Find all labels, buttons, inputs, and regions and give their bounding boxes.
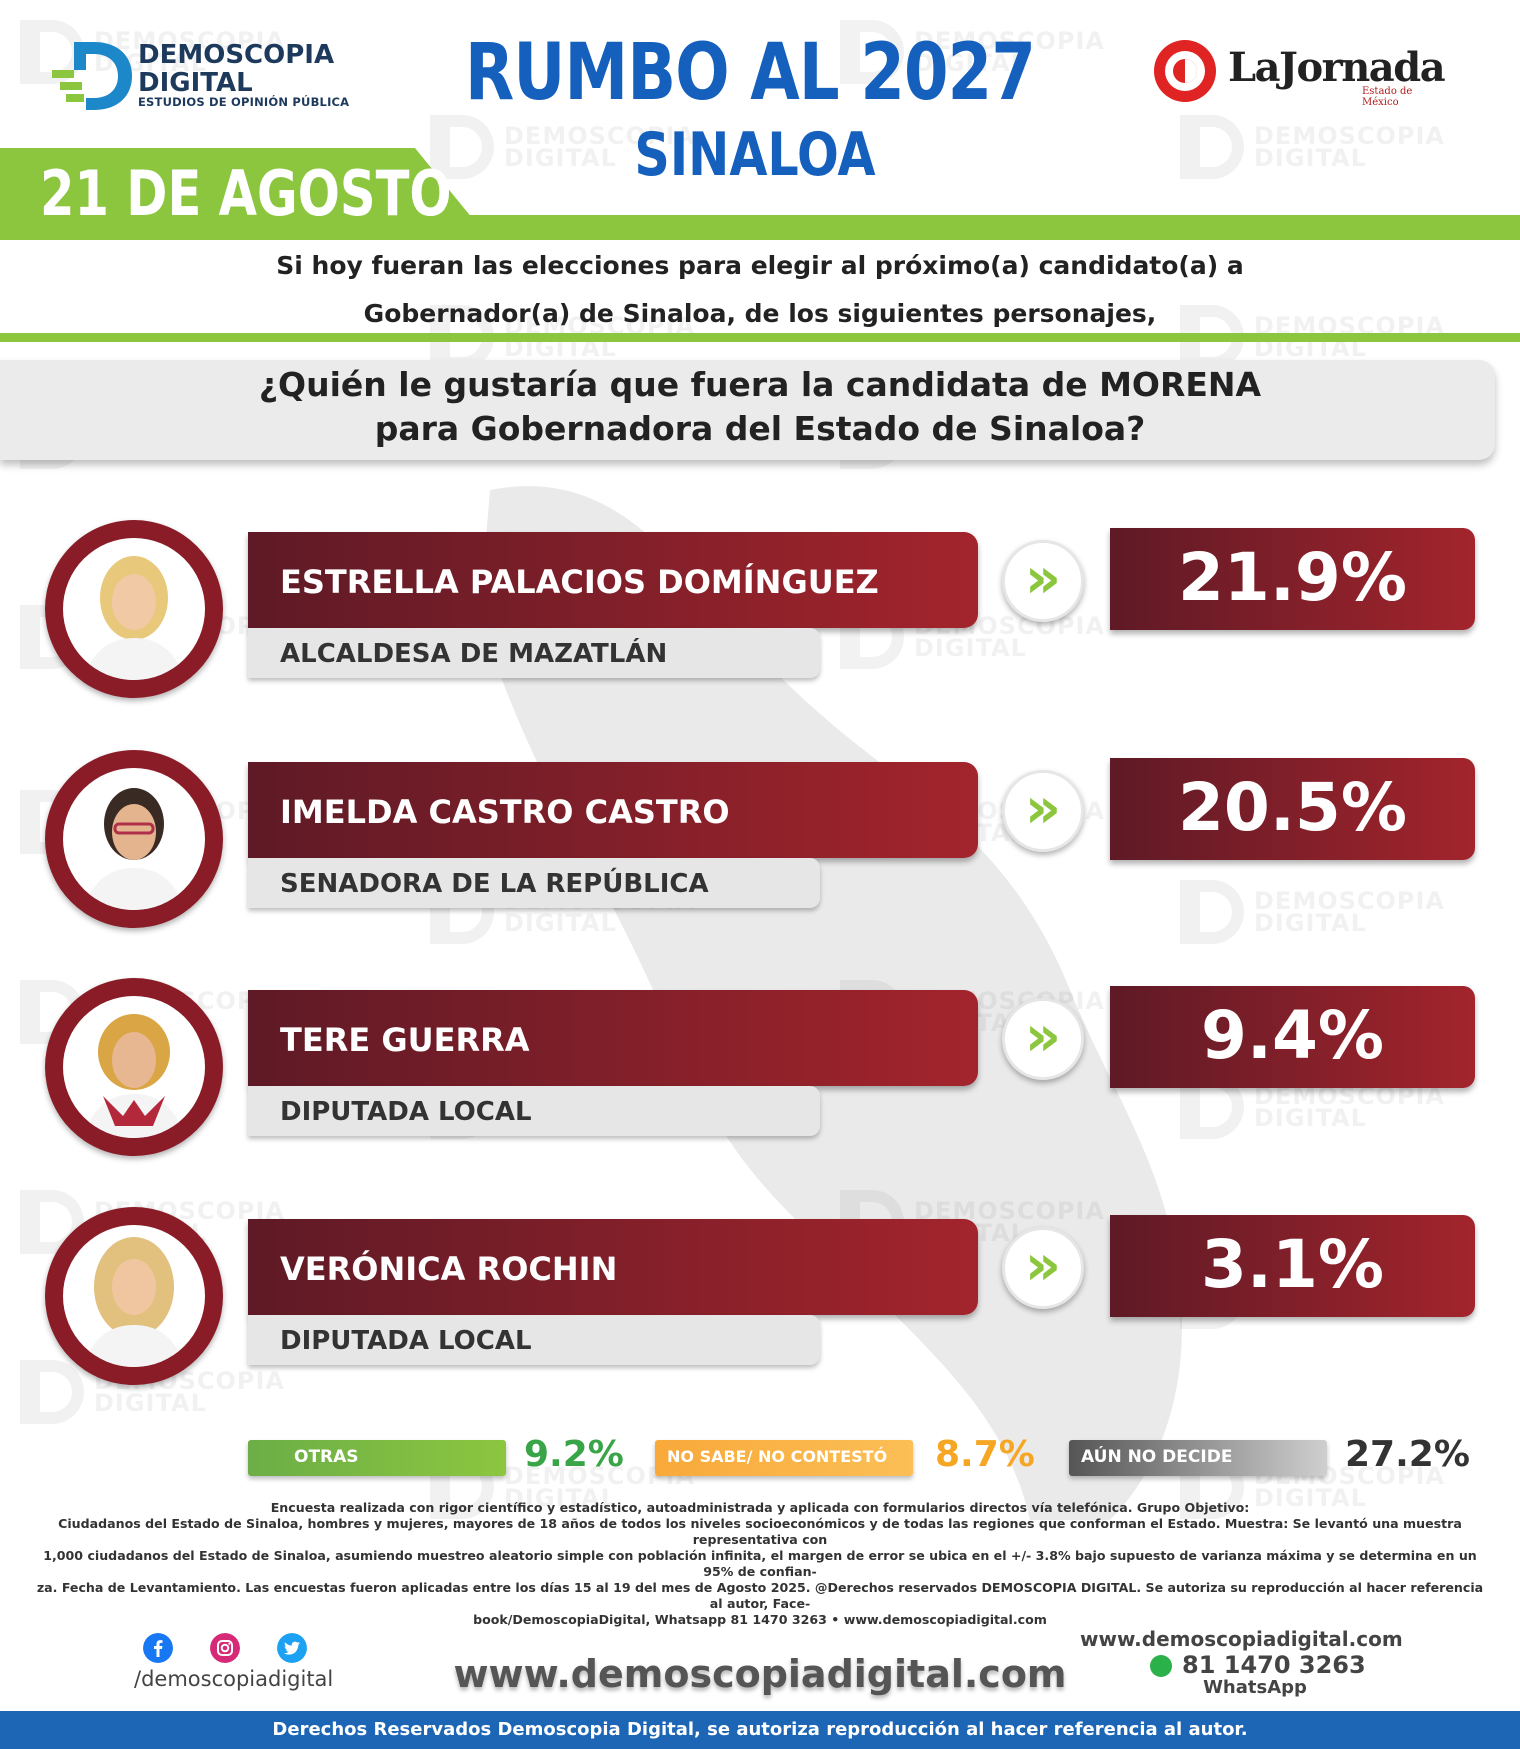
candidate-name: ESTRELLA PALACIOS DOMÍNGUEZ — [280, 563, 879, 601]
methodology-line: za. Fecha de Levantamiento. Las encuesta… — [36, 1580, 1484, 1611]
social-handle[interactable]: /demoscopiadigital — [134, 1667, 334, 1691]
candidate-photo — [63, 996, 205, 1138]
candidate-photo-frame — [45, 1207, 223, 1385]
candidate-role-bar: DIPUTADA LOCAL — [248, 1086, 820, 1136]
no-sabe-bar: NO SABE/ NO CONTESTÓ — [655, 1440, 913, 1476]
methodology-line: 1,000 ciudadanos del Estado de Sinaloa, … — [43, 1548, 1477, 1579]
candidate-role-bar: SENADORA DE LA REPÚBLICA — [248, 858, 820, 908]
date-tab — [0, 148, 490, 240]
candidate-pct: 21.9% — [1178, 539, 1407, 616]
candidate-name-bar: ESTRELLA PALACIOS DOMÍNGUEZ — [248, 532, 978, 628]
methodology-line: Encuesta realizada con rigor científico … — [270, 1500, 1250, 1515]
person-portrait-icon — [83, 788, 185, 910]
candidate-pct-bar: 9.4% — [1110, 986, 1475, 1088]
website-link[interactable]: www.demoscopiadigital.com — [453, 1652, 1067, 1696]
candidate-role: DIPUTADA LOCAL — [280, 1326, 532, 1356]
brand-line2: DIGITAL — [138, 68, 253, 98]
candidate-name: VERÓNICA ROCHIN — [280, 1250, 618, 1288]
aun-no-decide-label: AÚN NO DECIDE — [1081, 1447, 1233, 1467]
la-jornada-wordmark: LaJornada — [1228, 44, 1446, 91]
question-box — [0, 360, 1495, 460]
others-label: OTRAS — [294, 1447, 359, 1467]
phone-number[interactable]: 81 1470 3263 — [1182, 1651, 1366, 1679]
others-bar: OTRAS — [248, 1440, 506, 1476]
candidate-role: SENADORA DE LA REPÚBLICA — [280, 869, 709, 899]
no-sabe-value: 8.7% — [935, 1434, 1035, 1475]
candidate-role-bar: DIPUTADA LOCAL — [248, 1315, 820, 1365]
whatsapp-label: WhatsApp — [1203, 1677, 1307, 1698]
survey-date: 21 DE AGOSTO — [40, 157, 452, 230]
candidate-role-bar: ALCALDESA DE MAZATLÁN — [248, 628, 820, 678]
sun-logo-icon — [1154, 40, 1216, 102]
candidate-photo — [63, 538, 205, 680]
instagram-icon[interactable] — [210, 1633, 240, 1663]
others-value: 9.2% — [524, 1434, 624, 1475]
candidate-row: TERE GUERRA DIPUTADA LOCAL » 9.4% — [0, 978, 1520, 1158]
candidate-pct-bar: 20.5% — [1110, 758, 1475, 860]
demoscopia-logo: DEMOSCOPIA DIGITAL ESTUDIOS DE OPINIÓN P… — [52, 40, 352, 112]
intro-line2: Gobernador(a) de Sinaloa, de los siguien… — [363, 299, 1157, 328]
candidate-role: ALCALDESA DE MAZATLÁN — [280, 639, 668, 669]
facebook-icon[interactable] — [143, 1633, 173, 1663]
chevron-right-icon: » — [1002, 1227, 1084, 1309]
candidate-pct: 3.1% — [1200, 1226, 1385, 1303]
candidate-name-bar: VERÓNICA ROCHIN — [248, 1219, 978, 1315]
person-portrait-icon — [83, 1014, 185, 1138]
question-line2: para Gobernadora del Estado de Sinaloa? — [374, 409, 1146, 448]
twitter-icon[interactable] — [277, 1633, 307, 1663]
chevron-right-icon: » — [1002, 998, 1084, 1080]
candidate-row: VERÓNICA ROCHIN DIPUTADA LOCAL » 3.1% — [0, 1207, 1520, 1387]
brand-line1: DEMOSCOPIA — [138, 40, 335, 70]
methodology-line: book/DemoscopiaDigital, Whatsapp 81 1470… — [473, 1612, 1047, 1627]
divider — [0, 333, 1520, 342]
candidate-photo-frame — [45, 520, 223, 698]
footer-banner: Derechos Reservados Demoscopia Digital, … — [0, 1711, 1520, 1749]
whatsapp-icon — [1150, 1655, 1172, 1677]
candidate-photo — [63, 1225, 205, 1367]
page-subtitle: SINALOA — [634, 120, 876, 190]
aun-no-decide-bar: AÚN NO DECIDE — [1069, 1440, 1327, 1476]
candidate-pct-bar: 21.9% — [1110, 528, 1475, 630]
candidate-name: IMELDA CASTRO CASTRO — [280, 793, 730, 831]
candidate-photo-frame — [45, 750, 223, 928]
candidate-name: TERE GUERRA — [280, 1021, 530, 1059]
chevron-right-icon: » — [1002, 540, 1084, 622]
question-text: ¿Quién le gustaría que fuera la candidat… — [0, 363, 1520, 451]
person-portrait-icon — [83, 556, 185, 680]
intro-line1: Si hoy fueran las elecciones para elegir… — [276, 251, 1244, 280]
candidate-name-bar: TERE GUERRA — [248, 990, 978, 1086]
aun-no-decide-value: 27.2% — [1345, 1434, 1470, 1475]
brand-tagline: ESTUDIOS DE OPINIÓN PÚBLICA — [138, 95, 350, 109]
no-sabe-label: NO SABE/ NO CONTESTÓ — [667, 1447, 888, 1466]
person-portrait-icon — [83, 1237, 185, 1367]
website-link-small[interactable]: www.demoscopiadigital.com — [1080, 1627, 1403, 1651]
candidate-pct: 20.5% — [1178, 769, 1407, 846]
candidate-photo — [63, 768, 205, 910]
candidate-name-bar: IMELDA CASTRO CASTRO — [248, 762, 978, 858]
candidate-pct-bar: 3.1% — [1110, 1215, 1475, 1317]
candidate-role: DIPUTADA LOCAL — [280, 1097, 532, 1127]
candidate-row: ESTRELLA PALACIOS DOMÍNGUEZ ALCALDESA DE… — [0, 520, 1520, 700]
chevron-right-icon: » — [1002, 770, 1084, 852]
candidate-photo-frame — [45, 978, 223, 1156]
candidate-row: IMELDA CASTRO CASTRO SENADORA DE LA REPÚ… — [0, 750, 1520, 930]
la-jornada-sub: Estado de México — [1362, 86, 1413, 108]
intro-text: Si hoy fueran las elecciones para elegir… — [0, 242, 1520, 338]
methodology-line: Ciudadanos del Estado de Sinaloa, hombre… — [58, 1516, 1462, 1547]
demoscopia-d-icon — [52, 42, 132, 110]
page-title: RUMBO AL 2027 — [464, 28, 1036, 118]
la-jornada-logo: LaJornada Estado de México — [1152, 38, 1452, 108]
question-line1: ¿Quién le gustaría que fuera la candidat… — [258, 365, 1262, 404]
candidate-pct: 9.4% — [1200, 997, 1385, 1074]
methodology-note: Encuesta realizada con rigor científico … — [30, 1500, 1490, 1628]
